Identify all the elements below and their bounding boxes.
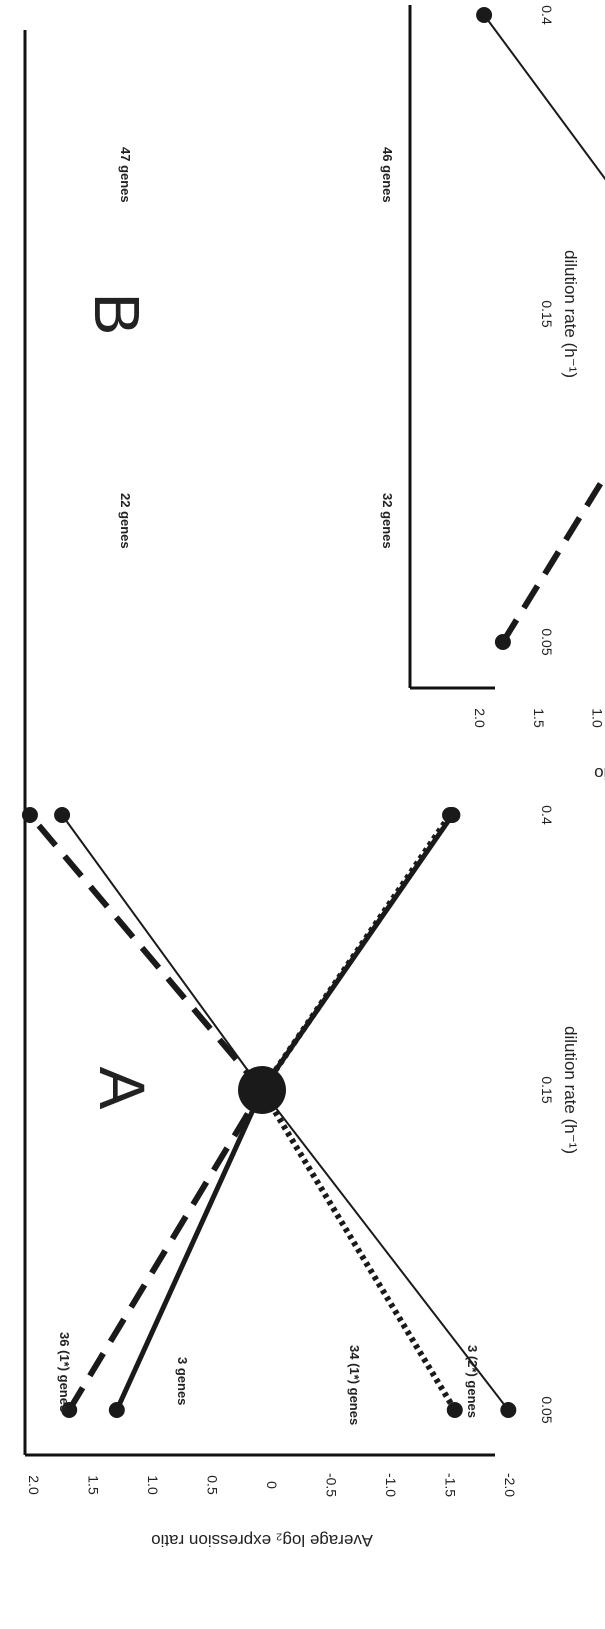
y-tick-label: -2.0 [502, 1473, 518, 1497]
data-point [21, 807, 38, 823]
series-line [259, 813, 455, 1092]
y-axis-title: Average log₂ expression ratio [151, 1531, 373, 1550]
data-point [446, 1402, 463, 1418]
data-point [500, 1402, 517, 1418]
panel-a: 2.0 1.5 1.0 0.5 0 -0.5 -1.0 -1.5 -2.0 0.05 0.15 0.4… [21, 30, 580, 1550]
y-tick-label: 0.5 [205, 1475, 221, 1495]
data-point [61, 1402, 78, 1418]
y-tick-label: 0 [264, 1481, 280, 1489]
series-line [61, 814, 263, 1091]
x-tick-label: 0.4 [539, 805, 555, 825]
series-line [483, 14, 605, 181]
y-tick-label: 1.0 [590, 708, 605, 728]
y-axis-title: Average log₂ expression ratio [594, 764, 605, 783]
data-point [442, 807, 459, 823]
series-label: 34 (1*) genes [347, 1345, 362, 1425]
panel-letter: B [81, 293, 153, 336]
x-axis-title: dilution rate (h⁻¹) [561, 1026, 580, 1154]
x-tick-label: 0.15 [539, 1076, 555, 1103]
data-point [108, 1402, 125, 1418]
series-label: 22 genes [118, 493, 133, 549]
y-tick-label: 2.0 [26, 1475, 42, 1495]
center-node [238, 1066, 286, 1114]
y-tick-label: -1.0 [383, 1473, 399, 1497]
x-tick-label: 0.15 [539, 300, 555, 327]
series-label: 3 genes [175, 1357, 190, 1405]
y-tick-label: 1.0 [145, 1475, 161, 1495]
y-tick-label: -1.5 [443, 1473, 459, 1497]
panel-b: 2.01.51.00.50.0-0.5-1.0-1.5-2.00.050.150… [81, 5, 605, 783]
data-point [54, 807, 71, 823]
y-tick-label: 2.0 [472, 708, 488, 728]
series-label: 47 genes [118, 147, 133, 203]
panel-letter: A [86, 1067, 158, 1110]
series-label: 32 genes [380, 493, 395, 549]
series-label: 36 (1*) genes [57, 1332, 72, 1412]
series-label: 46 genes [380, 147, 395, 203]
y-tick-label: 1.5 [86, 1475, 102, 1495]
series-line [500, 470, 605, 644]
x-axis-title: dilution rate (h⁻¹) [561, 250, 580, 378]
series-line [114, 1088, 265, 1412]
data-point [494, 634, 511, 650]
data-point [476, 7, 493, 23]
series-line [27, 813, 265, 1092]
x-tick-label: 0.4 [539, 5, 555, 25]
series-label: 3 (2*) genes [465, 1345, 480, 1418]
y-tick-label: 1.5 [531, 708, 547, 728]
x-tick-label: 0.05 [539, 1396, 555, 1423]
series-line [259, 1088, 458, 1412]
series-line [261, 1089, 510, 1411]
series-line [66, 1088, 265, 1412]
y-tick-label: -0.5 [324, 1473, 340, 1497]
x-tick-label: 0.05 [539, 628, 555, 655]
